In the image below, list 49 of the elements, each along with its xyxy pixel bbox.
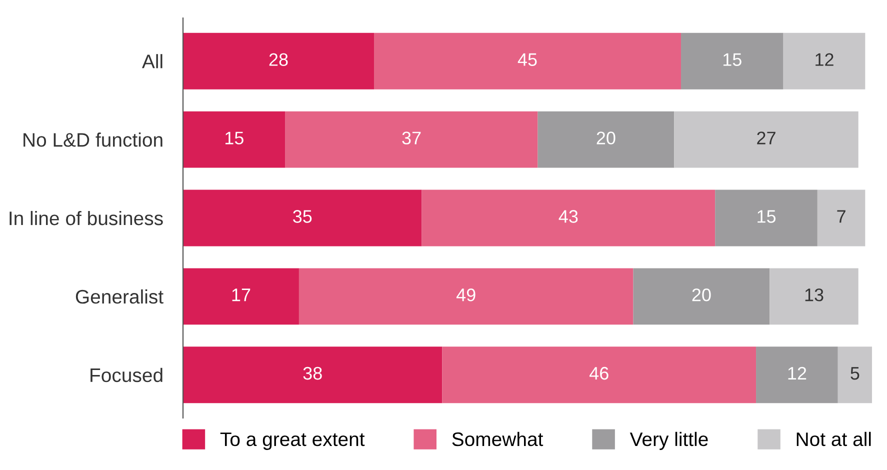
bar	[838, 346, 872, 404]
bar	[674, 111, 858, 168]
bar	[285, 111, 538, 168]
bar	[783, 32, 866, 90]
data-label: 27	[757, 132, 776, 144]
data-label: 35	[293, 210, 312, 223]
data-label: 43	[558, 210, 578, 223]
legend-label: Not at all	[796, 432, 871, 446]
data-label: 15	[758, 210, 776, 223]
bar	[374, 32, 681, 90]
bar	[183, 268, 299, 325]
bar	[442, 346, 756, 404]
data-label: 20	[596, 132, 616, 144]
data-label: 45	[518, 53, 537, 66]
bar	[715, 190, 818, 246]
data-label: 49	[456, 288, 476, 302]
data-label: 20	[692, 288, 711, 302]
bar	[633, 268, 770, 325]
data-label: 46	[590, 366, 608, 380]
legend-label: To a great extent	[220, 432, 365, 450]
bar	[298, 268, 634, 325]
legend-label: Very little	[630, 432, 708, 450]
bar	[680, 32, 784, 90]
y-tick-label: All	[142, 54, 162, 68]
data-label: 5	[850, 367, 860, 380]
bar	[183, 190, 422, 246]
data-label: 37	[402, 132, 421, 144]
bar	[183, 111, 286, 168]
bar	[770, 268, 858, 325]
legend-label: Somewhat	[452, 432, 544, 446]
data-label: 12	[816, 53, 834, 66]
data-label: 17	[232, 288, 250, 302]
bar	[817, 190, 866, 246]
bar	[183, 32, 374, 90]
y-tick-label: Focused	[90, 368, 162, 382]
y-tick-label: No L&D function	[24, 132, 162, 147]
data-label: 15	[226, 132, 244, 144]
data-label: 13	[805, 288, 824, 302]
data-label: 28	[269, 53, 288, 66]
bar	[422, 190, 716, 246]
data-label: 38	[303, 366, 322, 380]
bar	[756, 346, 838, 404]
data-label: 15	[723, 53, 742, 66]
y-tick-label: In line of business	[10, 210, 163, 226]
data-label: 7	[837, 210, 846, 223]
bar	[538, 111, 674, 168]
y-tick-label: Generalist	[76, 289, 164, 304]
bar	[183, 346, 442, 404]
data-label: 12	[788, 366, 806, 380]
